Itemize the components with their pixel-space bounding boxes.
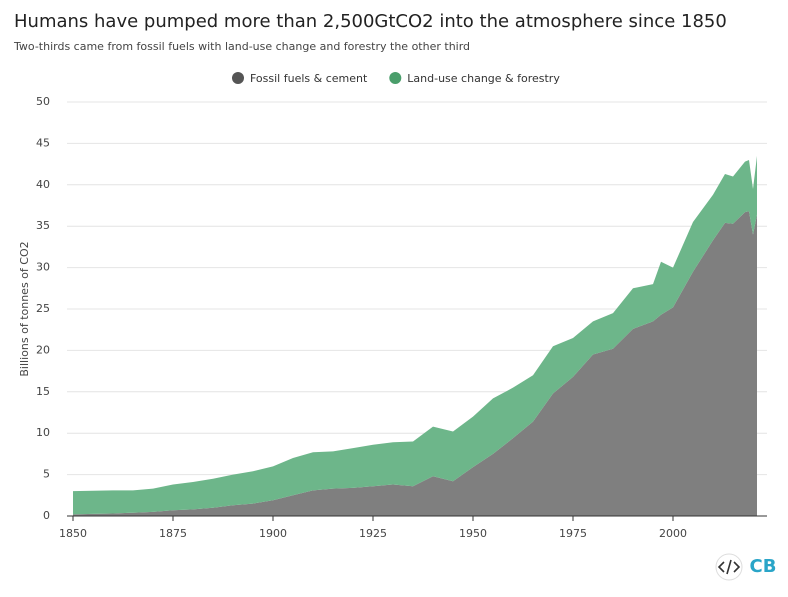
brand-logo: CB — [750, 556, 777, 577]
area — [73, 211, 757, 516]
x-tick-label: 1875 — [159, 527, 187, 540]
y-axis-label: Billions of tonnes of CO2 — [18, 241, 31, 376]
y-tick-label: 20 — [36, 343, 50, 356]
legend-marker — [232, 72, 244, 84]
x-tick-label: 2000 — [659, 527, 687, 540]
y-tick-label: 5 — [43, 468, 50, 481]
y-tick-label: 50 — [36, 95, 50, 108]
legend-label: Fossil fuels & cement — [250, 72, 368, 85]
legend: Fossil fuels & cement Land-use change & f… — [232, 72, 560, 85]
plot-area — [67, 101, 767, 517]
legend-marker — [389, 72, 402, 84]
x-tick-label: 1900 — [259, 527, 287, 540]
y-tick-label: 15 — [36, 385, 50, 398]
legend-label: Land-use change & forestry — [407, 72, 560, 85]
y-tick-label: 0 — [43, 509, 50, 522]
chart-title: Humans have pumped more than 2,500GtCO2 … — [14, 11, 727, 32]
y-tick-label: 30 — [36, 261, 50, 274]
area — [73, 155, 757, 515]
x-tick-label: 1975 — [559, 527, 587, 540]
chart-subtitle: Two-thirds came from fossil fuels with l… — [13, 40, 470, 53]
x-tick-label: 1925 — [359, 527, 387, 540]
y-tick-label: 25 — [36, 302, 50, 315]
y-tick-label: 40 — [36, 178, 50, 191]
x-tick-label: 1850 — [59, 527, 87, 540]
x-tick-label: 1950 — [459, 527, 487, 540]
y-tick-label: 35 — [36, 219, 50, 232]
y-tick-label: 45 — [36, 136, 50, 149]
y-tick-label: 10 — [36, 426, 50, 439]
embed-icon[interactable] — [715, 553, 743, 581]
